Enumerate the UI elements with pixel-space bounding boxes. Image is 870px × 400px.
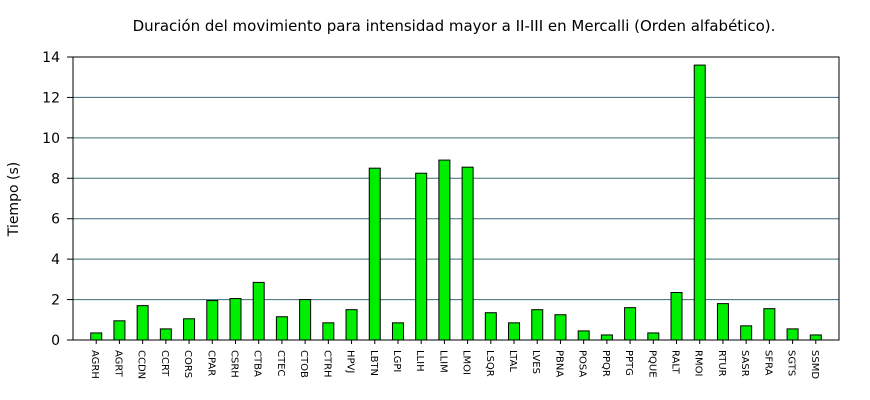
x-tick-label: AGRT bbox=[112, 350, 123, 378]
x-tick-label: PBNA bbox=[553, 350, 564, 377]
bar-llih bbox=[415, 172, 428, 341]
x-tick-label: AGRH bbox=[89, 350, 100, 379]
bar-ctob bbox=[299, 299, 312, 341]
bar-rmoi bbox=[693, 64, 706, 341]
y-axis-label: Tiempo (s) bbox=[6, 162, 22, 237]
x-tick-label: LSQR bbox=[484, 350, 495, 377]
bar-cpar bbox=[206, 300, 219, 341]
x-tick-label: HPVJ bbox=[345, 350, 356, 373]
y-tick-label: 6 bbox=[51, 212, 60, 228]
bar-rtur bbox=[716, 303, 729, 341]
bar-lmoi bbox=[461, 166, 474, 341]
bar-lsqr bbox=[484, 312, 497, 341]
x-tick-label: PPTG bbox=[623, 350, 634, 376]
x-tick-label: RALT bbox=[670, 350, 681, 375]
y-tick-label: 12 bbox=[42, 90, 60, 106]
bar-lbtn bbox=[368, 167, 381, 341]
x-tick-label: LBTN bbox=[368, 350, 379, 376]
y-tick-labels: 0 2 4 6 8 10 12 14 bbox=[42, 50, 60, 349]
x-tick-label: CTBA bbox=[252, 350, 263, 377]
bar-pptg bbox=[624, 307, 637, 341]
axes bbox=[67, 56, 840, 344]
x-tick-label: SSMD bbox=[809, 350, 820, 379]
x-tick-label: POSA bbox=[577, 350, 588, 377]
bar-ltal bbox=[508, 322, 521, 341]
bar-sgts bbox=[786, 328, 799, 341]
y-tick-label: 14 bbox=[42, 50, 60, 66]
x-tick-label: CTEC bbox=[275, 350, 286, 376]
x-tick-label: CTRH bbox=[321, 350, 332, 378]
chart-title: Duración del movimiento para intensidad … bbox=[133, 17, 776, 35]
x-tick-label: CPAR bbox=[205, 350, 216, 376]
x-tick-label: LVES bbox=[530, 350, 541, 374]
bar-ssmd bbox=[809, 334, 822, 341]
bar-pque bbox=[647, 332, 660, 341]
bar-ccrt bbox=[159, 328, 172, 341]
bar-pbna bbox=[554, 314, 567, 341]
x-tick-label: LMOI bbox=[461, 350, 472, 375]
bar-ralt bbox=[670, 291, 683, 341]
y-tick-label: 4 bbox=[51, 252, 60, 268]
x-tick-label: LLIH bbox=[414, 350, 425, 372]
x-tick-label: CCRT bbox=[159, 350, 170, 377]
bar-llim bbox=[438, 159, 451, 341]
bar-csrh bbox=[229, 298, 242, 341]
y-tick-label: 0 bbox=[51, 333, 60, 349]
gridlines bbox=[73, 96, 839, 301]
x-tick-label: PQUE bbox=[646, 350, 657, 378]
x-tick-label: RMOI bbox=[693, 350, 704, 376]
plot-frame bbox=[72, 56, 840, 341]
y-tick-label: 8 bbox=[51, 171, 60, 187]
bar-posa bbox=[577, 330, 590, 341]
x-tick-label: LGPI bbox=[391, 350, 402, 372]
bar-hpvj bbox=[345, 309, 358, 341]
bar-agrt bbox=[113, 320, 126, 341]
x-tick-label: LLIM bbox=[437, 350, 448, 373]
bar-sfra bbox=[763, 308, 776, 341]
y-tick-label: 10 bbox=[42, 131, 60, 147]
x-tick-label: SASR bbox=[739, 350, 750, 377]
bar-lgpi bbox=[391, 322, 404, 341]
bar-ccdn bbox=[136, 305, 149, 341]
bar-lves bbox=[531, 309, 544, 341]
bar-cors bbox=[183, 318, 196, 341]
bar-ppqr bbox=[600, 334, 613, 341]
bar-agrh bbox=[90, 332, 103, 341]
x-tick-labels: AGRH AGRT CCDN CCRT CORS CPAR CSRH CTBA CTEC CTOB… bbox=[89, 350, 820, 379]
x-tick-label: SFRA bbox=[762, 350, 773, 376]
x-tick-label: CSRH bbox=[228, 350, 239, 378]
x-tick-label: CTOB bbox=[298, 350, 309, 378]
bar-ctba bbox=[252, 281, 265, 341]
bar-ctrh bbox=[322, 322, 335, 341]
x-tick-label: PPQR bbox=[600, 350, 611, 377]
x-tick-label: SGTS bbox=[786, 350, 797, 376]
bar-sasr bbox=[740, 325, 753, 341]
y-tick-label: 2 bbox=[51, 293, 60, 309]
bar-ctec bbox=[275, 316, 288, 341]
x-tick-label: CCDN bbox=[136, 350, 147, 379]
x-tick-label: RTUR bbox=[716, 350, 727, 377]
bars bbox=[90, 64, 822, 341]
x-tick-label: CORS bbox=[182, 350, 193, 378]
x-tick-label: LTAL bbox=[507, 350, 518, 372]
